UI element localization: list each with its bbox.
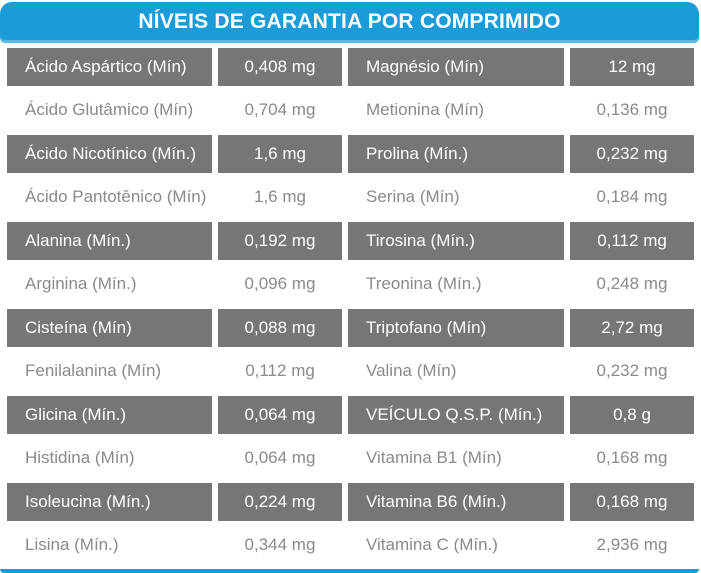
nutrient-value-cell: 0,344 mg — [244, 535, 316, 555]
nutrient-name-cell: Valina (Mín) — [366, 361, 457, 381]
nutrient-value-cell: 12 mg — [570, 47, 694, 86]
nutrient-value-cell: 1,6 mg — [218, 134, 342, 173]
nutrient-value-cell: 0,192 mg — [218, 221, 342, 260]
table-row: Isoleucina (Mín.) 0,224 mg Vitamina B6 (… — [7, 480, 694, 524]
nutrient-name-cell: Vitamina B1 (Mín) — [366, 448, 502, 468]
nutrient-name-cell: Treonina (Mín.) — [366, 274, 482, 294]
nutrient-name-cell: Prolina (Mín.) — [348, 134, 564, 173]
table-row: Fenilalanina (Mín) 0,112 mg Valina (Mín)… — [7, 350, 694, 394]
nutrient-value-cell: 0,112 mg — [570, 221, 694, 260]
nutrient-name-cell: Arginina (Mín.) — [25, 274, 137, 294]
nutrient-name-cell: Alanina (Mín.) — [7, 221, 212, 260]
nutrient-value-cell: 0,088 mg — [218, 308, 342, 347]
nutrient-name-cell: Triptofano (Mín) — [348, 308, 564, 347]
nutrient-value-cell: 0,064 mg — [244, 448, 316, 468]
nutrient-name-cell: Ácido Nicotínico (Mín.) — [7, 134, 212, 173]
nutrient-name-cell: Ácido Aspártico (Mín) — [7, 47, 212, 86]
nutrient-name-cell: Tirosina (Mín.) — [348, 221, 564, 260]
bottom-accent-bar — [0, 569, 699, 573]
nutrient-value-cell: 0,136 mg — [596, 100, 668, 120]
nutrient-name-cell: Vitamina B6 (Mín.) — [348, 482, 564, 521]
nutrient-value-cell: 0,064 mg — [218, 395, 342, 434]
nutrient-value-cell: 1,6 mg — [254, 187, 306, 207]
nutrient-name-cell: Glicina (Mín.) — [7, 395, 212, 434]
nutrient-name-cell: Fenilalanina (Mín) — [25, 361, 162, 381]
nutrient-name-cell: Ácido Pantotênico (Mín) — [25, 187, 207, 207]
nutrient-name-cell: Magnésio (Mín) — [348, 47, 564, 86]
table-row: Ácido Pantotênico (Mín) 1,6 mg Serina (M… — [7, 176, 694, 220]
nutrient-value-cell: 0,232 mg — [596, 361, 668, 381]
nutrient-name-cell: Cisteína (Mín) — [7, 308, 212, 347]
table-title-bar: NÍVEIS DE GARANTIA POR COMPRIMIDO — [0, 2, 699, 43]
nutrient-name-cell: Serina (Mín) — [366, 187, 460, 207]
nutrient-value-cell: 0,184 mg — [596, 187, 668, 207]
nutrient-value-cell: 0,248 mg — [596, 274, 668, 294]
table-row: Alanina (Mín.) 0,192 mg Tirosina (Mín.) … — [7, 219, 694, 263]
table-row: Lisina (Mín.) 0,344 mg Vitamina C (Mín.)… — [7, 524, 694, 568]
nutrient-value-cell: 0,224 mg — [218, 482, 342, 521]
nutrient-value-cell: 2,936 mg — [596, 535, 668, 555]
nutrient-name-cell: Ácido Glutâmico (Mín) — [25, 100, 194, 120]
nutrient-name-cell: Metionina (Mín) — [366, 100, 485, 120]
table-row: Glicina (Mín.) 0,064 mg VEÍCULO Q.S.P. (… — [7, 393, 694, 437]
nutrient-name-cell: Isoleucina (Mín.) — [7, 482, 212, 521]
table-row: Arginina (Mín.) 0,096 mg Treonina (Mín.)… — [7, 263, 694, 307]
nutrient-value-cell: 0,408 mg — [218, 47, 342, 86]
nutrient-value-cell: 2,72 mg — [570, 308, 694, 347]
nutrient-value-cell: 0,704 mg — [244, 100, 316, 120]
nutrient-name-cell: Histidina (Mín) — [25, 448, 135, 468]
nutrient-value-cell: 0,168 mg — [596, 448, 668, 468]
table-row: Ácido Glutâmico (Mín) 0,704 mg Metionina… — [7, 89, 694, 133]
table-body: Ácido Aspártico (Mín) 0,408 mg Magnésio … — [7, 45, 694, 567]
table-row: Histidina (Mín) 0,064 mg Vitamina B1 (Mí… — [7, 437, 694, 481]
nutrient-name-cell: VEÍCULO Q.S.P. (Mín.) — [348, 395, 564, 434]
nutrient-value-cell: 0,8 g — [570, 395, 694, 434]
table-title: NÍVEIS DE GARANTIA POR COMPRIMIDO — [138, 9, 561, 33]
nutrient-value-cell: 0,232 mg — [570, 134, 694, 173]
table-row: Cisteína (Mín) 0,088 mg Triptofano (Mín)… — [7, 306, 694, 350]
nutrient-value-cell: 0,168 mg — [570, 482, 694, 521]
nutrient-name-cell: Lisina (Mín.) — [25, 535, 119, 555]
table-row: Ácido Nicotínico (Mín.) 1,6 mg Prolina (… — [7, 132, 694, 176]
nutrient-value-cell: 0,112 mg — [245, 361, 315, 381]
nutrient-name-cell: Vitamina C (Mín.) — [366, 535, 498, 555]
nutrient-value-cell: 0,096 mg — [244, 274, 316, 294]
table-row: Ácido Aspártico (Mín) 0,408 mg Magnésio … — [7, 45, 694, 89]
